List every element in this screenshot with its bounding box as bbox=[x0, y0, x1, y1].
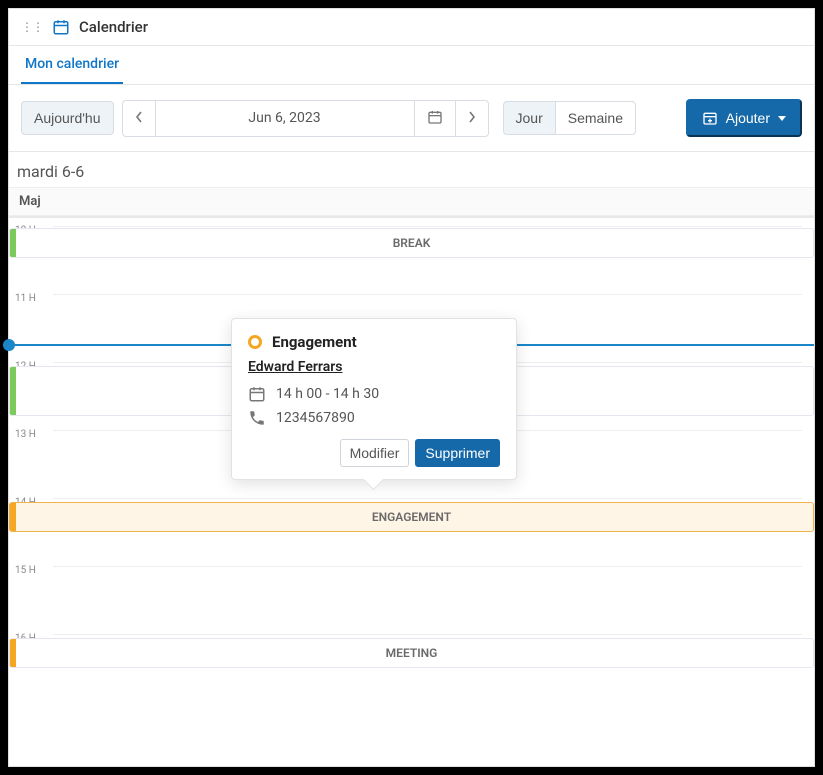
add-button-label: Ajouter bbox=[726, 110, 770, 126]
calendar-plus-icon bbox=[702, 110, 718, 126]
resource-label: Maj bbox=[9, 188, 814, 216]
day-heading: mardi 6-6 bbox=[9, 152, 814, 188]
event-label: ENGAGEMENT bbox=[372, 510, 451, 524]
time-grid: 10 H11 H12 H13 H14 H15 H16 HBREAKENGAGEM… bbox=[9, 226, 814, 702]
tab-my-calendar[interactable]: Mon calendrier bbox=[21, 46, 123, 84]
date-navigator: Jun 6, 2023 bbox=[122, 100, 489, 137]
calendar-event[interactable]: ENGAGEMENT bbox=[9, 502, 814, 532]
tabs: Mon calendrier bbox=[9, 46, 814, 85]
next-button[interactable] bbox=[455, 100, 489, 137]
phone-icon bbox=[248, 409, 266, 427]
view-week-button[interactable]: Semaine bbox=[555, 101, 636, 135]
event-color-bar bbox=[10, 503, 16, 531]
delete-button[interactable]: Supprimer bbox=[415, 439, 500, 467]
chevron-down-icon bbox=[778, 116, 786, 121]
hour-label: 13 H bbox=[15, 429, 36, 440]
event-color-bar bbox=[10, 639, 16, 667]
calendar-icon bbox=[51, 17, 71, 37]
hour-label: 15 H bbox=[15, 565, 36, 576]
event-color-bar bbox=[10, 229, 16, 257]
date-picker-button[interactable] bbox=[414, 100, 456, 137]
drag-handle-icon[interactable]: ⋮⋮ bbox=[21, 20, 43, 34]
toolbar: Aujourd'hu Jun 6, 2023 Jour Semaine Ajou… bbox=[9, 85, 814, 152]
calendar-icon bbox=[248, 385, 266, 403]
current-time-dot bbox=[3, 339, 15, 351]
calendar-event[interactable]: BREAK bbox=[9, 228, 814, 258]
chevron-left-icon bbox=[135, 111, 143, 123]
add-button[interactable]: Ajouter bbox=[686, 99, 802, 137]
today-button[interactable]: Aujourd'hu bbox=[21, 101, 114, 135]
hour-row[interactable]: 15 H bbox=[53, 566, 802, 634]
event-label: MEETING bbox=[386, 646, 438, 660]
event-label: BREAK bbox=[393, 236, 431, 250]
chevron-right-icon bbox=[468, 111, 476, 123]
page-title: Calendrier bbox=[79, 18, 148, 36]
calendar-icon bbox=[427, 109, 443, 125]
popover-phone: 1234567890 bbox=[276, 410, 355, 426]
date-display[interactable]: Jun 6, 2023 bbox=[155, 100, 415, 137]
contact-link[interactable]: Edward Ferrars bbox=[248, 359, 500, 375]
view-switch: Jour Semaine bbox=[503, 101, 637, 135]
edit-button[interactable]: Modifier bbox=[340, 439, 410, 467]
calendar-app: ⋮⋮ Calendrier Mon calendrier Aujourd'hu … bbox=[8, 8, 815, 767]
header-bar: ⋮⋮ Calendrier bbox=[9, 9, 814, 46]
popover-title: Engagement bbox=[272, 333, 357, 351]
event-type-dot bbox=[248, 335, 262, 349]
event-color-bar bbox=[10, 367, 16, 415]
calendar-event[interactable]: MEETING bbox=[9, 638, 814, 668]
view-day-button[interactable]: Jour bbox=[503, 101, 556, 135]
prev-button[interactable] bbox=[122, 100, 156, 137]
hour-label: 11 H bbox=[15, 293, 36, 304]
event-popover: Engagement Edward Ferrars 14 h 00 - 14 h… bbox=[231, 318, 517, 480]
popover-time: 14 h 00 - 14 h 30 bbox=[276, 386, 379, 402]
separator bbox=[9, 216, 814, 218]
